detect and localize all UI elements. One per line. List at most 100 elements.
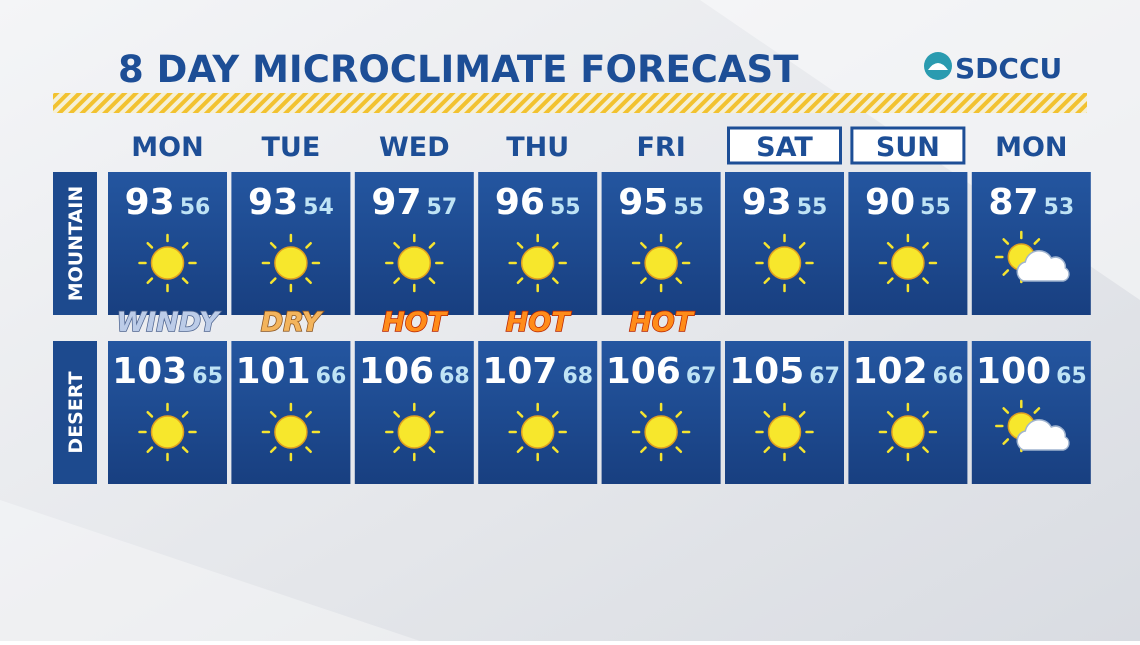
sun <box>150 246 185 280</box>
low-temp: 55 <box>920 195 951 220</box>
low-temp: 67 <box>809 364 840 389</box>
sun-ray <box>763 241 771 249</box>
row-label: MOUNTAIN <box>65 186 87 302</box>
high-temp: 100 <box>976 351 1051 392</box>
sun-ray <box>181 277 189 285</box>
sun <box>767 415 802 449</box>
temperatures: 97 57 <box>371 182 457 223</box>
sun-ray <box>675 241 683 249</box>
sun-ray <box>675 410 683 418</box>
logo-mark <box>928 63 948 70</box>
sun-ray <box>305 410 312 418</box>
low-temp: 54 <box>303 195 334 220</box>
low-temp: 66 <box>933 364 964 389</box>
sun <box>644 415 678 449</box>
sun-ray <box>886 241 894 249</box>
row-label-box <box>53 172 97 315</box>
temperatures: 93 55 <box>742 182 828 223</box>
sun-ray <box>798 241 806 249</box>
sun-ray <box>146 241 154 249</box>
sun-ray <box>1002 238 1010 245</box>
sun-ray <box>305 277 312 285</box>
sun-ray <box>886 410 894 418</box>
high-temp: 105 <box>729 351 804 392</box>
high-temp: 93 <box>742 182 792 223</box>
sun-ray <box>393 241 400 249</box>
sun <box>520 415 555 449</box>
sun-ray <box>516 446 524 454</box>
sun-ray <box>1002 407 1010 414</box>
sun-ray <box>305 446 312 454</box>
sun <box>891 246 925 280</box>
logo-text: SDCCU <box>955 52 1062 85</box>
temperatures: 101 66 <box>236 351 347 392</box>
temperatures: 93 56 <box>125 182 211 223</box>
sun-ray <box>922 277 929 285</box>
bg-shape <box>0 500 420 641</box>
day-label: WED <box>379 132 450 163</box>
sun-ray <box>269 446 277 454</box>
low-temp: 68 <box>562 364 593 389</box>
sun-ray <box>675 277 683 285</box>
high-temp: 97 <box>371 182 421 223</box>
title: 8 DAY MICROCLIMATE FORECAST <box>118 48 799 91</box>
sun-ray <box>640 446 647 454</box>
temperatures: 102 66 <box>853 351 964 392</box>
low-temp: 67 <box>686 364 717 389</box>
temperatures: 95 55 <box>618 182 704 223</box>
low-temp: 53 <box>1044 195 1075 220</box>
sun-ray <box>922 410 929 418</box>
sun <box>397 246 432 280</box>
sun-ray <box>886 446 894 454</box>
high-temp: 101 <box>236 351 311 392</box>
sun-ray <box>146 410 154 418</box>
sun-ray <box>1033 407 1041 414</box>
sun-ray <box>181 446 189 454</box>
low-temp: 56 <box>180 195 211 220</box>
day-label: SUN <box>876 132 940 163</box>
sun <box>520 246 555 280</box>
temperatures: 90 55 <box>865 182 951 223</box>
sun <box>150 415 185 449</box>
sun-ray <box>516 277 524 285</box>
high-temp: 103 <box>112 351 187 392</box>
temperatures: 105 67 <box>729 351 840 392</box>
sun-ray <box>1002 438 1010 445</box>
sun <box>644 246 678 280</box>
sun-ray <box>1033 238 1041 245</box>
condition-tag: HOT <box>382 307 449 338</box>
sun-ray <box>428 446 436 454</box>
sun-ray <box>305 241 312 249</box>
sun-ray <box>428 410 436 418</box>
temperatures: 100 65 <box>976 351 1087 392</box>
high-temp: 93 <box>248 182 298 223</box>
sun-ray <box>640 277 647 285</box>
high-temp: 93 <box>125 182 175 223</box>
sun-ray <box>1002 269 1010 276</box>
low-temp: 66 <box>316 364 347 389</box>
sun-ray <box>922 446 929 454</box>
sun-ray <box>640 410 647 418</box>
day-label: MON <box>131 132 203 163</box>
sun-ray <box>516 410 524 418</box>
day-label: MON <box>995 132 1067 163</box>
day-label: TUE <box>262 132 321 163</box>
temperatures: 93 54 <box>248 182 334 223</box>
high-temp: 102 <box>853 351 928 392</box>
sun-ray <box>798 446 806 454</box>
sun-ray <box>552 446 559 454</box>
sun-ray <box>922 241 929 249</box>
cloud <box>1016 250 1070 282</box>
sun-ray <box>269 277 277 285</box>
high-temp: 87 <box>988 182 1038 223</box>
sun-ray <box>763 277 771 285</box>
sun-ray <box>552 241 559 249</box>
high-temp: 106 <box>359 351 434 392</box>
sun-ray <box>640 241 647 249</box>
sun-ray <box>393 446 400 454</box>
temperatures: 106 68 <box>359 351 470 392</box>
sun <box>274 415 308 449</box>
sun-ray <box>181 410 189 418</box>
low-temp: 68 <box>439 364 470 389</box>
